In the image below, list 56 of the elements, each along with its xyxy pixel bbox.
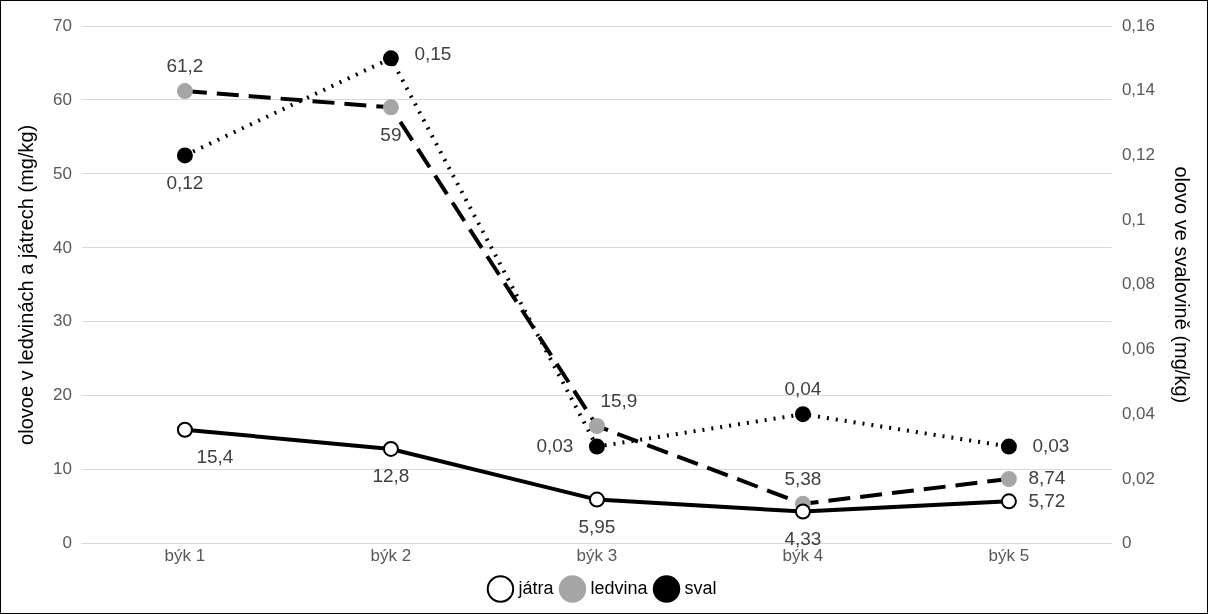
point bbox=[1000, 438, 1017, 455]
y2-tick-label: 0,12 bbox=[1121, 145, 1156, 165]
x-tick-label: býk 5 bbox=[988, 546, 1030, 566]
point bbox=[1000, 470, 1017, 487]
y2-tick-label: 0,08 bbox=[1121, 274, 1156, 294]
x-tick-label: býk 2 bbox=[370, 546, 412, 566]
data-label: 5,38 bbox=[784, 468, 822, 490]
data-label: 15,4 bbox=[196, 445, 234, 467]
y2-axis-title: olovo ve svalovině (mg/kg) bbox=[1171, 166, 1194, 404]
data-label: 12,8 bbox=[372, 465, 410, 487]
legend-label: sval bbox=[684, 577, 717, 598]
y-tick-label: 20 bbox=[52, 385, 72, 405]
data-label: 0,03 bbox=[536, 434, 574, 456]
data-label: 8,74 bbox=[1028, 467, 1066, 489]
point bbox=[382, 99, 399, 116]
point bbox=[176, 83, 193, 100]
point bbox=[382, 50, 399, 67]
point bbox=[176, 421, 193, 438]
data-label: 5,95 bbox=[578, 515, 616, 537]
data-label: 15,9 bbox=[600, 390, 638, 412]
point bbox=[176, 147, 193, 164]
y2-tick-label: 0,1 bbox=[1121, 209, 1146, 229]
y2-tick-label: 0,16 bbox=[1121, 15, 1156, 35]
data-label: 4,33 bbox=[784, 527, 822, 549]
y-tick-label: 40 bbox=[52, 237, 72, 257]
point bbox=[382, 440, 399, 457]
y2-tick-label: 0,06 bbox=[1121, 339, 1156, 359]
x-tick-label: býk 4 bbox=[782, 546, 824, 566]
y-axis-title: olovoe v ledvinách a játrech (mg/kg) bbox=[14, 124, 37, 445]
data-label: 59 bbox=[380, 123, 402, 145]
y2-tick-label: 0 bbox=[1121, 533, 1132, 553]
data-label: 5,72 bbox=[1028, 489, 1066, 511]
y-tick-label: 50 bbox=[52, 163, 72, 183]
y-tick-label: 0 bbox=[62, 533, 72, 553]
y2-tick-label: 0,02 bbox=[1121, 468, 1156, 488]
y2-tick-label: 0,04 bbox=[1121, 403, 1156, 423]
point bbox=[794, 503, 811, 520]
point bbox=[588, 491, 605, 508]
legend-label: játra bbox=[517, 577, 555, 598]
data-label: 0,03 bbox=[1032, 434, 1070, 456]
data-label: 0,12 bbox=[166, 171, 204, 193]
y-tick-label: 70 bbox=[52, 15, 72, 35]
point bbox=[588, 418, 605, 435]
y-tick-label: 30 bbox=[52, 311, 72, 331]
point bbox=[588, 438, 605, 455]
point bbox=[1000, 493, 1017, 510]
point bbox=[794, 406, 811, 423]
data-label: 0,15 bbox=[414, 42, 452, 64]
legend-label: ledvina bbox=[590, 577, 649, 598]
y2-tick-label: 0,14 bbox=[1121, 80, 1156, 100]
data-label: 0,04 bbox=[784, 378, 822, 400]
x-tick-label: býk 1 bbox=[164, 546, 206, 566]
data-label: 61,2 bbox=[166, 55, 204, 77]
y-tick-label: 60 bbox=[52, 89, 72, 109]
x-tick-label: býk 3 bbox=[576, 546, 618, 566]
y-tick-label: 10 bbox=[52, 459, 72, 479]
